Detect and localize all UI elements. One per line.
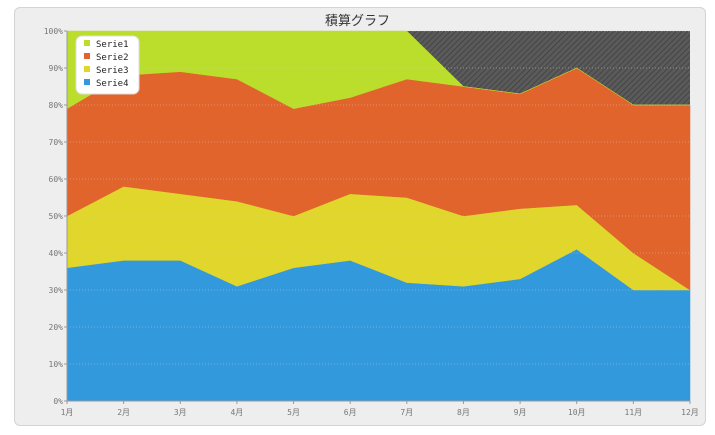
legend-swatch-serie2 bbox=[84, 53, 90, 59]
y-tick-label: 60% bbox=[49, 175, 64, 184]
x-tick-label: 8月 bbox=[457, 408, 470, 417]
x-tick-label: 11月 bbox=[625, 408, 643, 417]
x-tick-label: 3月 bbox=[174, 408, 187, 417]
y-tick-label: 20% bbox=[49, 323, 64, 332]
legend-label-serie2: Serie2 bbox=[96, 53, 129, 63]
x-tick-label: 7月 bbox=[400, 408, 413, 417]
x-tick-label: 2月 bbox=[117, 408, 130, 417]
legend-label-serie4: Serie4 bbox=[96, 79, 129, 89]
legend-label-serie3: Serie3 bbox=[96, 66, 129, 76]
x-tick-label: 9月 bbox=[514, 408, 527, 417]
y-tick-label: 40% bbox=[49, 249, 64, 258]
legend-swatch-serie3 bbox=[84, 66, 90, 72]
x-tick-label: 10月 bbox=[568, 408, 586, 417]
y-tick-label: 80% bbox=[49, 101, 64, 110]
y-tick-label: 50% bbox=[49, 212, 64, 221]
y-tick-label: 30% bbox=[49, 286, 64, 295]
legend-swatch-serie4 bbox=[84, 79, 90, 85]
x-tick-label: 6月 bbox=[344, 408, 357, 417]
legend-box bbox=[75, 35, 140, 95]
x-tick-label: 4月 bbox=[230, 408, 243, 417]
area-serie1 bbox=[66, 30, 690, 110]
y-tick-label: 0% bbox=[53, 397, 63, 406]
y-tick-label: 90% bbox=[49, 64, 64, 73]
legend-swatch-serie1 bbox=[84, 40, 90, 46]
x-tick-label: 12月 bbox=[681, 408, 699, 417]
x-tick-label: 5月 bbox=[287, 408, 300, 417]
area-serie4 bbox=[66, 249, 691, 402]
y-tick-label: 100% bbox=[44, 27, 63, 36]
legend-label-serie1: Serie1 bbox=[96, 40, 129, 50]
chart-title: 積算グラフ bbox=[324, 14, 390, 29]
x-tick-label: 1月 bbox=[61, 408, 74, 417]
y-tick-label: 70% bbox=[49, 138, 64, 147]
y-tick-label: 10% bbox=[49, 360, 64, 369]
